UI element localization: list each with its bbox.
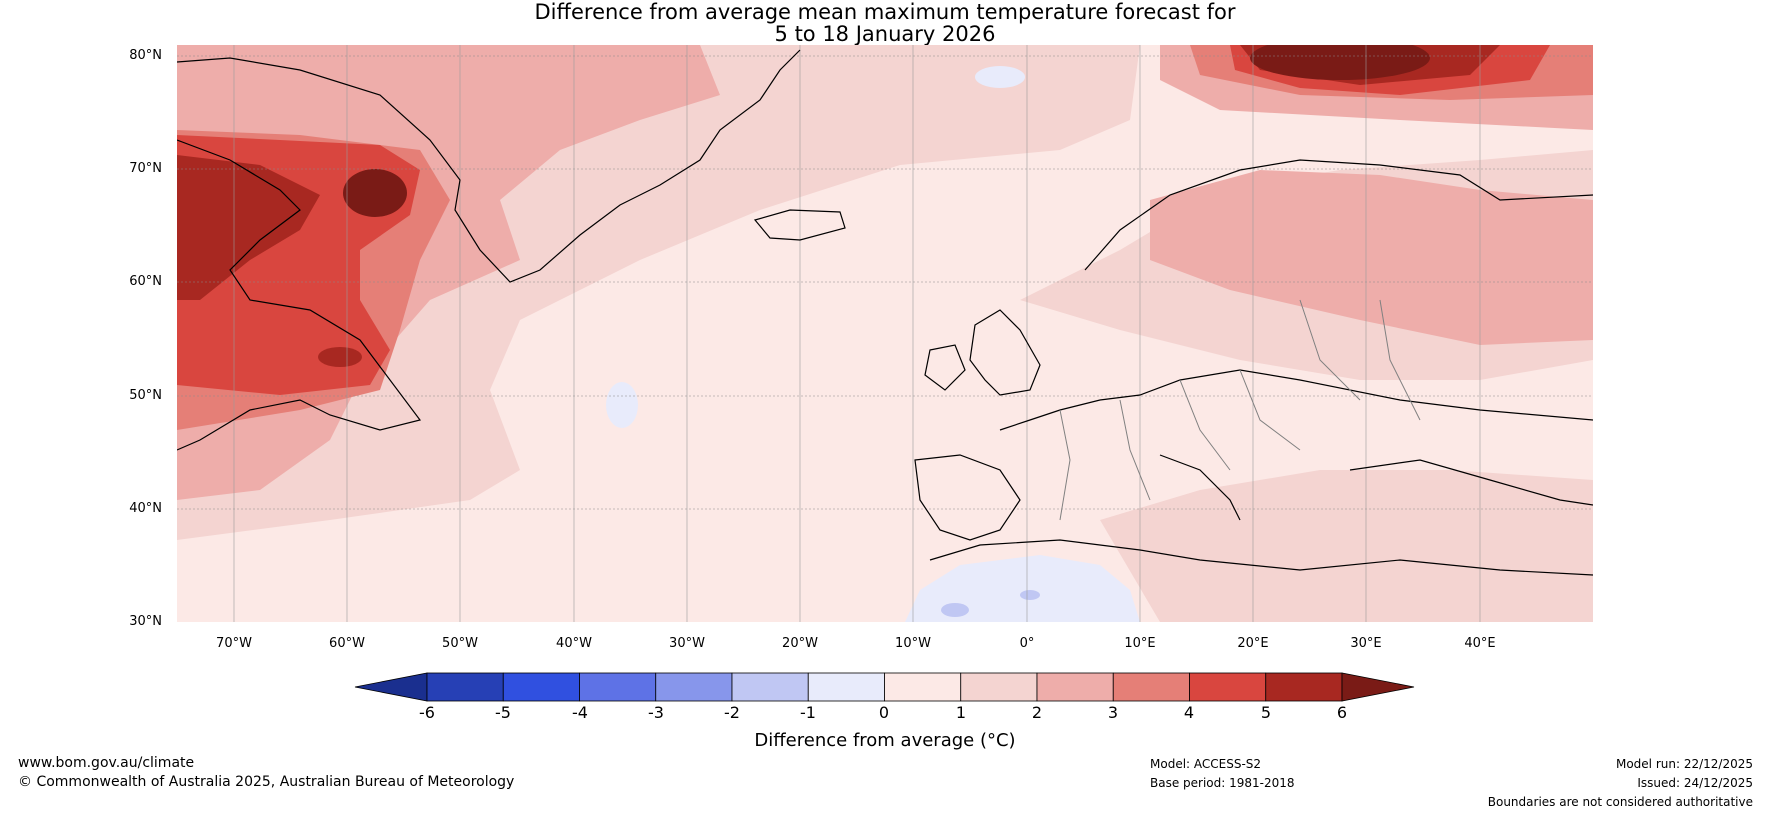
title-line-2: 5 to 18 January 2026	[774, 22, 996, 46]
colorbar-swatch	[579, 672, 657, 702]
anomaly-field	[177, 45, 1593, 622]
colorbar-tick: -6	[419, 703, 435, 722]
anomaly-region-5-6-newfoundland	[318, 347, 362, 367]
iceland-coast	[753, 209, 846, 241]
anomaly-region-negative-svalbard	[975, 66, 1025, 88]
colorbar-swatch	[731, 672, 809, 702]
colorbar-swatch	[807, 672, 885, 702]
colorbar-tick: -1	[800, 703, 816, 722]
title-line-1: Difference from average mean maximum tem…	[534, 0, 1236, 24]
scandinavia-coast	[1084, 159, 1593, 271]
website-link[interactable]: www.bom.gov.au/climate	[18, 755, 195, 771]
anomaly-region-negative-atlantic	[606, 382, 638, 428]
labrador-coast	[177, 139, 422, 451]
lon-label-70w: 70°W	[216, 636, 252, 651]
colorbar-label: Difference from average (°C)	[754, 730, 1016, 751]
anomaly-region-negative-sahara-core-2	[1020, 590, 1040, 600]
graticule	[177, 55, 1593, 510]
colorbar-swatch	[1112, 672, 1190, 702]
base-period-text: Base period: 1981-2018	[1150, 776, 1295, 790]
britain-coast	[969, 309, 1041, 396]
colorbar-swatch	[426, 672, 504, 702]
lat-label-80n: 80°N	[129, 48, 162, 63]
colorbar-tick: 6	[1336, 703, 1348, 722]
lon-label-60w: 60°W	[329, 636, 365, 651]
colorbar-tick: 2	[1031, 703, 1043, 722]
lon-label-40e: 40°E	[1464, 636, 1496, 651]
lon-label-20e: 20°E	[1237, 636, 1269, 651]
lat-label-40n: 40°N	[129, 501, 162, 516]
colorbar-swatch	[1265, 672, 1343, 702]
colorbar-tick: 0	[878, 703, 890, 722]
issued-text: Issued: 24/12/2025	[1637, 776, 1753, 790]
colorbar-swatch	[884, 672, 962, 702]
meridians	[233, 45, 1481, 622]
colorbar-tick: 4	[1183, 703, 1195, 722]
colorbar-tick: 5	[1260, 703, 1272, 722]
colorbar	[354, 672, 1415, 702]
colorbar-tick: 1	[955, 703, 967, 722]
italy-coast	[1159, 454, 1241, 521]
ireland-coast	[924, 344, 966, 391]
lon-label-30w: 30°W	[669, 636, 705, 651]
coastlines	[177, 49, 1593, 576]
colorbar-tick: -3	[648, 703, 664, 722]
colorbar-extend-low	[354, 672, 428, 702]
north-africa-coast	[929, 539, 1593, 576]
colorbar-tick: 3	[1107, 703, 1119, 722]
colorbar-tick: -2	[724, 703, 740, 722]
borders	[1059, 299, 1421, 521]
lon-label-10e: 10°E	[1124, 636, 1156, 651]
lon-label-0: 0°	[1019, 636, 1035, 651]
copyright-text: © Commonwealth of Australia 2025, Austra…	[18, 774, 515, 790]
anomaly-region-2-3-scandinavia	[1150, 170, 1593, 345]
lon-label-40w: 40°W	[556, 636, 592, 651]
iberia-coast	[914, 454, 1021, 541]
colorbar-swatch	[1189, 672, 1267, 702]
anomaly-region-negative-sahara-core	[941, 603, 969, 617]
colorbar-tick: -4	[572, 703, 588, 722]
colorbar-swatch	[960, 672, 1038, 702]
black-sea-coast	[1349, 459, 1593, 506]
colorbar-swatch	[1036, 672, 1114, 702]
anomaly-region-5-6-baffin	[177, 155, 320, 300]
anomaly-region-above-6-arctic	[1250, 45, 1430, 80]
lat-label-30n: 30°N	[129, 614, 162, 629]
model-text: Model: ACCESS-S2	[1150, 757, 1262, 771]
lon-label-10w: 10°W	[895, 636, 931, 651]
colorbar-tick: -5	[495, 703, 511, 722]
lat-label-50n: 50°N	[129, 388, 162, 403]
colorbar-extend-high	[1341, 672, 1415, 702]
disclaimer-text: Boundaries are not considered authoritat…	[1487, 795, 1753, 809]
lat-label-70n: 70°N	[129, 161, 162, 176]
lon-label-20w: 20°W	[782, 636, 818, 651]
lat-label-60n: 60°N	[129, 274, 162, 289]
colorbar-swatch	[502, 672, 580, 702]
lon-label-50w: 50°W	[442, 636, 478, 651]
anomaly-region-1-2-south	[1100, 470, 1593, 622]
model-run-text: Model run: 22/12/2025	[1615, 757, 1753, 771]
lon-label-30e: 30°E	[1350, 636, 1382, 651]
greenland-coast	[177, 49, 801, 283]
anomaly-region-above-6-baffin	[343, 169, 407, 217]
colorbar-swatch	[655, 672, 733, 702]
